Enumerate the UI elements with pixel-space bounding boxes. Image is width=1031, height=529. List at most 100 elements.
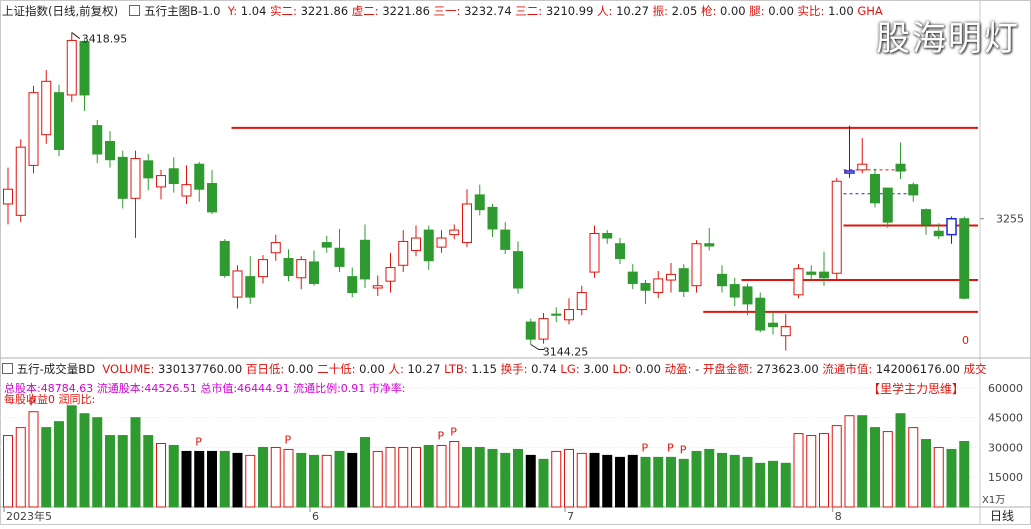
volume-indicator-icon[interactable] bbox=[2, 363, 13, 374]
volume-bar bbox=[959, 441, 970, 508]
volume-indicator-name[interactable]: 五行-成交量BD bbox=[16, 362, 96, 376]
volume-bar bbox=[436, 444, 447, 508]
volume-bar bbox=[411, 446, 421, 508]
volume-bar bbox=[551, 450, 562, 508]
candle-body bbox=[780, 326, 791, 337]
volume-bar bbox=[768, 460, 778, 508]
volume-unit-label: X1万 bbox=[982, 495, 1005, 506]
volume-header-item-label-4: LTB: bbox=[444, 362, 468, 376]
volume-bar bbox=[15, 427, 26, 508]
candle-body bbox=[92, 125, 103, 155]
volume-header-item-label-7: LD: bbox=[612, 362, 632, 376]
candle-body bbox=[933, 230, 944, 237]
p-signal-mark: P bbox=[30, 396, 37, 409]
candle-body bbox=[360, 239, 370, 280]
volume-bar bbox=[385, 446, 396, 508]
volume-bar bbox=[729, 454, 740, 508]
candle-body bbox=[551, 313, 562, 316]
volume-bar bbox=[831, 425, 842, 508]
volume-bar bbox=[309, 454, 319, 508]
volume-bar bbox=[54, 421, 64, 508]
volume-bar bbox=[857, 415, 868, 508]
high-marker-arrow bbox=[71, 32, 81, 39]
candle-body bbox=[219, 240, 230, 277]
volume-bar bbox=[207, 450, 217, 508]
candle-body bbox=[398, 240, 409, 266]
high-price-label: 3418.95 bbox=[82, 33, 128, 46]
candle-body bbox=[666, 273, 676, 281]
volume-bar bbox=[258, 446, 268, 508]
candle-body bbox=[309, 261, 319, 284]
main-header-item-label-4: 三二: bbox=[515, 4, 543, 18]
volume-bar bbox=[270, 446, 281, 508]
p-signal-mark: P bbox=[667, 441, 674, 454]
volume-bar bbox=[296, 452, 307, 508]
candle-body bbox=[436, 237, 447, 248]
volume-bar bbox=[3, 435, 13, 508]
volume-bar bbox=[908, 427, 919, 508]
volume-bar bbox=[678, 458, 689, 508]
volume-bar bbox=[28, 411, 39, 508]
candle-body bbox=[576, 292, 587, 311]
candle-body bbox=[156, 175, 166, 188]
volume-bar bbox=[245, 454, 256, 508]
candle-body bbox=[245, 276, 256, 298]
volume-bar bbox=[143, 435, 154, 508]
volume-bar bbox=[92, 417, 103, 508]
volume-bar bbox=[474, 446, 485, 508]
candle-body bbox=[857, 163, 868, 171]
volume-bar bbox=[130, 417, 141, 508]
candle-body bbox=[168, 168, 179, 185]
candle-body bbox=[41, 80, 52, 136]
candle-body bbox=[844, 170, 855, 174]
volume-bar bbox=[717, 452, 727, 508]
volume-header-item-label-6: LG: bbox=[560, 362, 580, 376]
candle-body bbox=[602, 232, 613, 239]
candle-body bbox=[487, 206, 498, 230]
volume-bar bbox=[283, 448, 294, 508]
volume-bar bbox=[640, 456, 651, 508]
candle-body bbox=[615, 243, 625, 259]
volume-bar bbox=[321, 454, 332, 508]
volume-bar bbox=[525, 454, 536, 508]
candle-body bbox=[372, 285, 383, 289]
volume-bar bbox=[462, 446, 472, 508]
candle-body bbox=[411, 237, 421, 252]
volume-header: 五行-成交量BD VOLUME: 330137760.00 百日低: 0.00 … bbox=[2, 361, 987, 377]
volume-bar bbox=[742, 456, 753, 508]
candle-body bbox=[691, 243, 702, 287]
candle-body bbox=[347, 276, 358, 294]
candle-body bbox=[921, 209, 931, 225]
volume-bar bbox=[780, 462, 791, 508]
volume-bar bbox=[806, 435, 817, 508]
main-header-item-label-0: Y: bbox=[227, 4, 238, 18]
chart-title[interactable]: 上证指数(日线,前复权) bbox=[2, 4, 119, 18]
volume-header-item-value-9: 273623.00 bbox=[752, 362, 819, 376]
volume-tick-label: 15000 bbox=[988, 471, 1023, 484]
low-marker-arrow bbox=[530, 344, 545, 350]
volume-bar bbox=[105, 435, 115, 508]
candle-body bbox=[678, 268, 689, 292]
volume-bar bbox=[666, 456, 676, 508]
candle-body bbox=[105, 141, 115, 161]
volume-bar bbox=[602, 454, 613, 508]
volume-bar bbox=[500, 452, 511, 508]
candle-body bbox=[768, 322, 778, 328]
candle-body bbox=[207, 183, 217, 213]
volume-header-item-label-8: 动盈: bbox=[664, 362, 692, 376]
candle-body bbox=[793, 268, 804, 296]
candle-body bbox=[143, 160, 154, 179]
candle-body bbox=[704, 243, 715, 247]
candle-body bbox=[385, 267, 396, 282]
price-tick-label: 3255 bbox=[996, 213, 1024, 226]
volume-bar bbox=[933, 446, 944, 508]
main-indicator-name[interactable]: 五行主图B-1.0 bbox=[144, 4, 221, 18]
time-axis-label: 6 bbox=[312, 510, 319, 523]
indicator-icon[interactable] bbox=[129, 5, 141, 16]
volume-header-item-label-0: VOLUME: bbox=[102, 362, 155, 376]
volume-header-item-value-0: 330137760.00 bbox=[154, 362, 243, 376]
volume-header-item-value-1: 0.00 bbox=[284, 362, 314, 376]
candle-body bbox=[258, 259, 268, 278]
candle-body bbox=[908, 184, 919, 196]
